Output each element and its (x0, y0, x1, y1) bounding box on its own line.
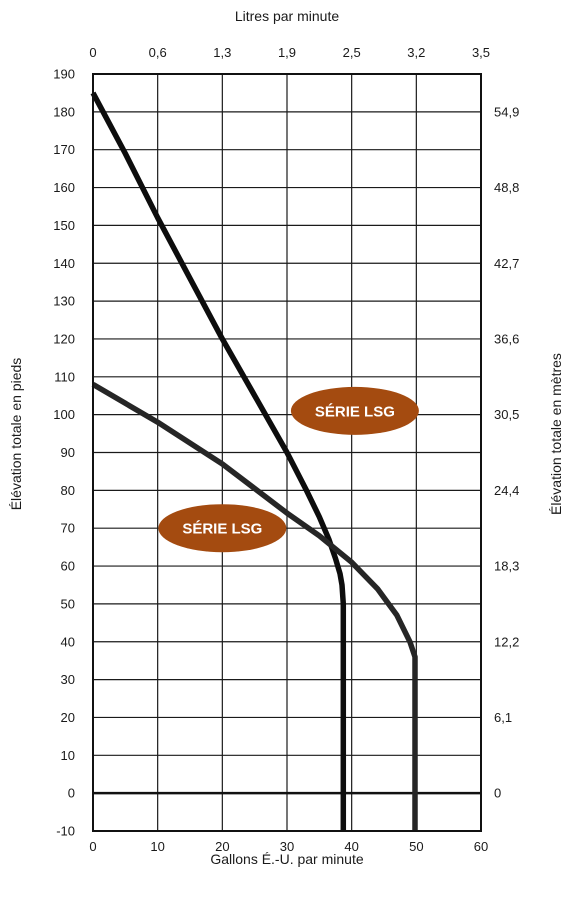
x-tick-label: 30 (280, 839, 294, 854)
y2-tick-label: 6,1 (494, 710, 512, 725)
x2-tick-label: 3,5 (472, 45, 490, 60)
y2-tick-label: 54,9 (494, 104, 519, 119)
x2-tick-label: 1,3 (213, 45, 231, 60)
y-tick-label: 80 (61, 483, 75, 498)
y-tick-label: 130 (53, 294, 75, 309)
y-axis-title: Élévation totale en pieds (8, 358, 24, 511)
y-tick-label: 170 (53, 142, 75, 157)
y-tick-label: 0 (68, 786, 75, 801)
x-tick-label: 40 (344, 839, 358, 854)
y-tick-label: 10 (61, 748, 75, 763)
y-tick-label: 20 (61, 710, 75, 725)
y-tick-label: 190 (53, 67, 75, 82)
badge-label: SÉRIE LSG (182, 521, 262, 538)
y2-tick-label: 30,5 (494, 407, 519, 422)
series-layer (90, 91, 418, 831)
x-axis-ticks: 0 10 20 30 40 50 60 (89, 839, 488, 854)
y2-tick-label: 18,3 (494, 559, 519, 574)
x-tick-label: 10 (150, 839, 164, 854)
y2-tick-label: 12,2 (494, 634, 519, 649)
y2-tick-label: 42,7 (494, 256, 519, 271)
x-axis-title: Gallons É.-U. par minute (210, 851, 363, 867)
y-tick-label: 30 (61, 672, 75, 687)
series-line-2 (91, 382, 418, 831)
y-tick-label: 140 (53, 256, 75, 271)
badge-ellipse (290, 386, 419, 435)
plot-frame (92, 73, 482, 832)
badge-label: SÉRIE LSG (315, 403, 395, 420)
y-tick-label: 120 (53, 331, 75, 346)
y2-axis-ticks: 0 6,1 12,2 18,3 24,4 30,5 36,6 42,7 48,8 54,9 (494, 104, 519, 800)
y-axis-ticks: -10 0 10 20 30 40 50 60 70 80 90 100 110 120 130 140 150… (53, 67, 75, 839)
y-tick-label: 50 (61, 596, 75, 611)
y2-tick-label: 36,6 (494, 331, 519, 346)
series-label-badge-1: SÉRIE LSG (290, 386, 419, 435)
series-line-1 (90, 91, 347, 831)
x2-axis-ticks: 0 0,6 1,3 1,9 2,5 3,2 3,5 (89, 45, 490, 60)
y-tick-label: 90 (61, 445, 75, 460)
y-tick-label: 150 (53, 218, 75, 233)
badge-ellipse (158, 504, 287, 553)
y2-tick-label: 48,8 (494, 180, 519, 195)
x-tick-label: 0 (89, 839, 96, 854)
y-tick-label: 160 (53, 180, 75, 195)
x-tick-label: 50 (409, 839, 423, 854)
y-tick-label: 60 (61, 559, 75, 574)
y2-tick-label: 0 (494, 786, 501, 801)
y-tick-label: 100 (53, 407, 75, 422)
y-tick-label: 70 (61, 521, 75, 536)
y-tick-label: 40 (61, 634, 75, 649)
x2-tick-label: 0 (89, 45, 96, 60)
x2-tick-label: 0,6 (149, 45, 167, 60)
y-tick-label: 110 (54, 369, 75, 384)
y2-axis-title: Élévation totale en mètres (548, 353, 564, 515)
series-label-badge-2: SÉRIE LSG (158, 504, 287, 553)
y-tick-label: 180 (53, 104, 75, 119)
x2-tick-label: 3,2 (407, 45, 425, 60)
x-tick-label: 60 (474, 839, 488, 854)
x-tick-label: 20 (215, 839, 229, 854)
frame-layer (92, 73, 482, 832)
annotations-layer: SÉRIE LSG SÉRIE LSG (158, 386, 419, 553)
x2-tick-label: 1,9 (278, 45, 296, 60)
x2-tick-label: 2,5 (343, 45, 361, 60)
x2-axis-title: Litres par minute (235, 8, 339, 24)
y-tick-label: -10 (56, 824, 75, 839)
y2-tick-label: 24,4 (494, 483, 519, 498)
